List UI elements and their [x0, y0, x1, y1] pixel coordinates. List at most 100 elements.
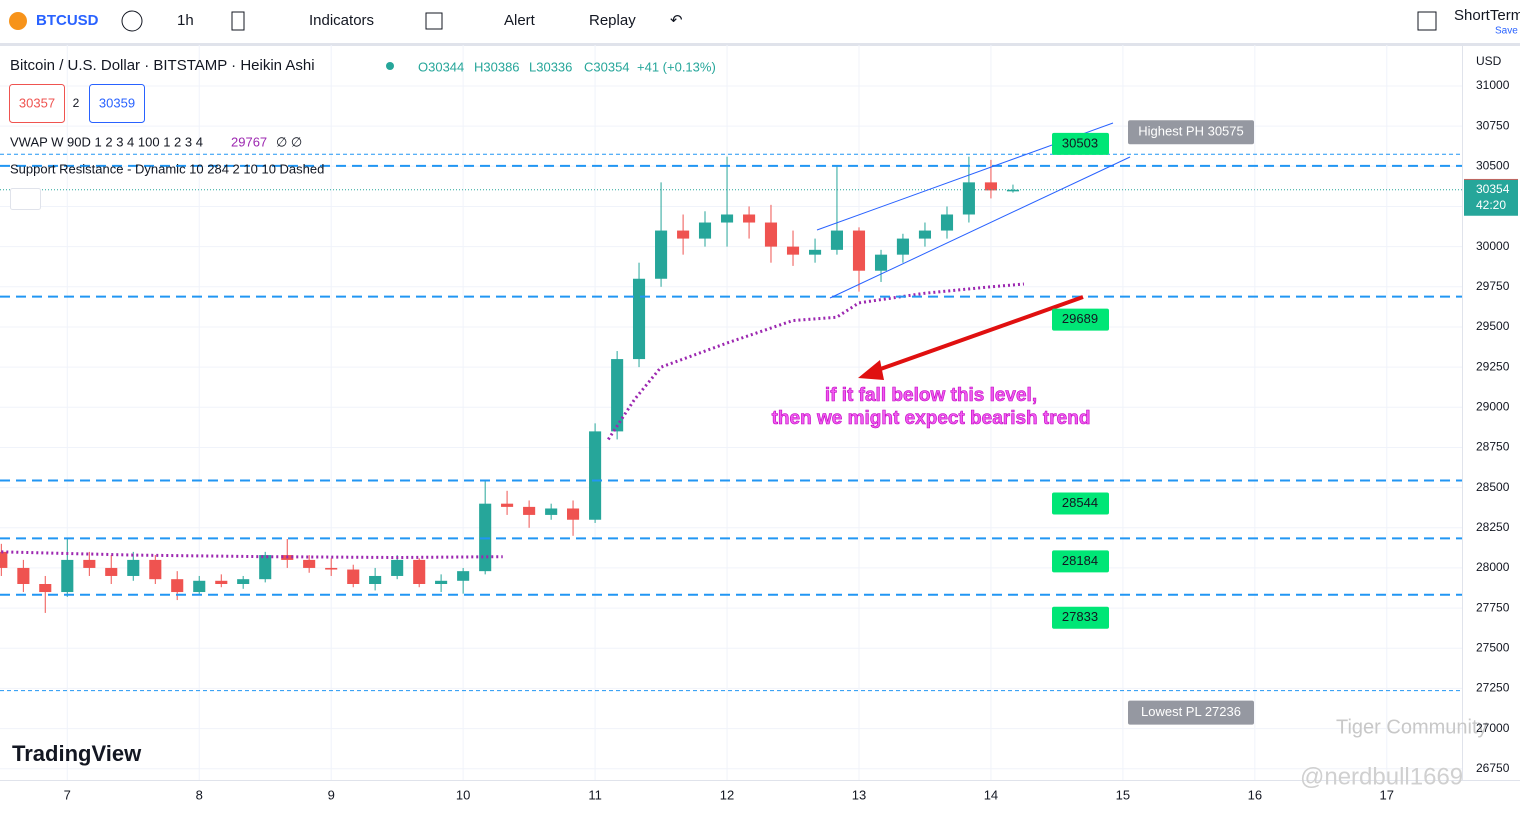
arrow-head — [858, 360, 884, 380]
sr-legend: Support Resistance - Dynamic 10 284 2 10… — [10, 161, 324, 176]
candle-body — [83, 559, 96, 568]
candle-body — [215, 580, 228, 584]
candle-body — [984, 182, 997, 191]
x-tick-label: 11 — [588, 787, 602, 802]
candle-body — [17, 567, 30, 584]
level-label-box — [1052, 606, 1109, 629]
candle-body — [303, 559, 316, 568]
y-tick-label: 30750 — [1476, 118, 1510, 132]
spread: 2 — [73, 96, 80, 110]
candle-body — [896, 238, 909, 255]
candle-body — [0, 551, 8, 568]
save[interactable]: Save — [1495, 26, 1518, 37]
y-tick-label: 28750 — [1476, 440, 1510, 454]
candle-body — [874, 254, 888, 271]
level-label: 30503 — [1062, 135, 1098, 150]
ohlc-open: O30344 — [418, 59, 464, 74]
candle-body — [347, 569, 360, 584]
pivot-label-box — [1128, 120, 1254, 145]
candle-body — [127, 559, 140, 576]
candle-body — [962, 182, 975, 215]
x-tick-label: 13 — [852, 787, 866, 802]
candle-body — [369, 575, 382, 584]
interval[interactable]: 1h — [177, 12, 194, 29]
templates[interactable] — [425, 12, 443, 30]
level-label: 28184 — [1062, 553, 1098, 568]
layout-icon[interactable] — [1417, 11, 1437, 31]
candle-body — [918, 230, 932, 239]
indicators[interactable]: Indicators — [309, 12, 374, 29]
symbol[interactable]: BTCUSD — [36, 12, 99, 29]
layout-name[interactable]: ShortTerm — [1454, 7, 1520, 24]
vwap-extra: ∅ ∅ — [276, 134, 302, 149]
candle-body — [523, 506, 536, 515]
candle-body — [743, 214, 756, 223]
candle-body — [193, 580, 206, 593]
x-tick-label: 9 — [328, 787, 335, 802]
bid[interactable]: 30357 — [19, 95, 55, 110]
pivot-label-box — [1128, 700, 1254, 725]
y-tick-label: 28000 — [1476, 560, 1510, 574]
pivot-label: Lowest PL 27236 — [1141, 704, 1241, 719]
candle-body — [677, 230, 690, 239]
candle-body — [61, 559, 74, 593]
x-tick-label: 10 — [456, 787, 470, 802]
level-label: 28544 — [1062, 495, 1098, 510]
candle-body — [545, 508, 558, 515]
annotation: if it fall below this level, — [825, 385, 1037, 406]
candle-body — [830, 230, 844, 250]
chart-title: Bitcoin / U.S. Dollar · BITSTAMP · Heiki… — [10, 57, 315, 74]
replay[interactable]: Replay — [589, 12, 636, 29]
candle-body — [435, 580, 448, 584]
collapse-legend[interactable] — [10, 188, 41, 210]
candle-body — [325, 567, 338, 570]
bid-box[interactable] — [9, 84, 65, 123]
candle-body — [589, 431, 602, 520]
candle-body — [237, 579, 250, 584]
x-tick-label: 7 — [64, 787, 71, 802]
candle-body — [501, 503, 514, 507]
arrow-shaft — [871, 295, 1084, 374]
ohlc-low: L30336 — [529, 59, 572, 74]
watermark: Tiger Community — [1336, 716, 1488, 738]
add-symbol[interactable] — [121, 10, 143, 32]
ask-box[interactable] — [89, 84, 145, 123]
candle-body — [632, 278, 646, 360]
y-tick-label: 27750 — [1476, 600, 1510, 614]
y-tick-label: 27500 — [1476, 640, 1510, 654]
vwap-legend: VWAP W 90D 1 2 3 4 100 1 2 3 4 — [10, 134, 203, 149]
candle-body — [149, 559, 162, 580]
ask[interactable]: 30359 — [99, 95, 135, 110]
y-tick-label: 29000 — [1476, 399, 1510, 413]
level-label: 29689 — [1062, 311, 1098, 326]
logo: TradingView — [12, 741, 142, 766]
currency[interactable]: USD — [1476, 54, 1502, 68]
undo[interactable]: ↶ — [670, 12, 683, 29]
vwap-line — [1, 282, 1025, 559]
last-price-box — [1464, 179, 1518, 216]
y-tick-label: 30500 — [1476, 158, 1510, 172]
candle-body — [786, 246, 800, 255]
y-tick-label: 29250 — [1476, 359, 1510, 373]
x-tick-label: 8 — [196, 787, 203, 802]
x-tick-label: 14 — [984, 787, 998, 802]
channel-lower — [829, 156, 1131, 299]
candle-body — [567, 508, 580, 520]
alert[interactable]: Alert — [504, 12, 536, 29]
ohlc-high: H30386 — [474, 59, 520, 74]
y-tick-label: 29500 — [1476, 319, 1510, 333]
candle-body — [413, 559, 426, 584]
x-tick-label: 15 — [1116, 787, 1130, 802]
market-status — [386, 62, 394, 70]
candle-body — [720, 214, 734, 223]
chart-type[interactable] — [231, 11, 245, 31]
last-price: 30354 — [1476, 182, 1510, 196]
x-tick-label: 12 — [720, 787, 734, 802]
level-label: 27833 — [1062, 609, 1098, 624]
level-label-box — [1052, 550, 1109, 573]
watermark: @nerdbull1669 — [1300, 763, 1463, 790]
y-tick-label: 31000 — [1476, 78, 1510, 92]
candle-body — [764, 222, 778, 247]
